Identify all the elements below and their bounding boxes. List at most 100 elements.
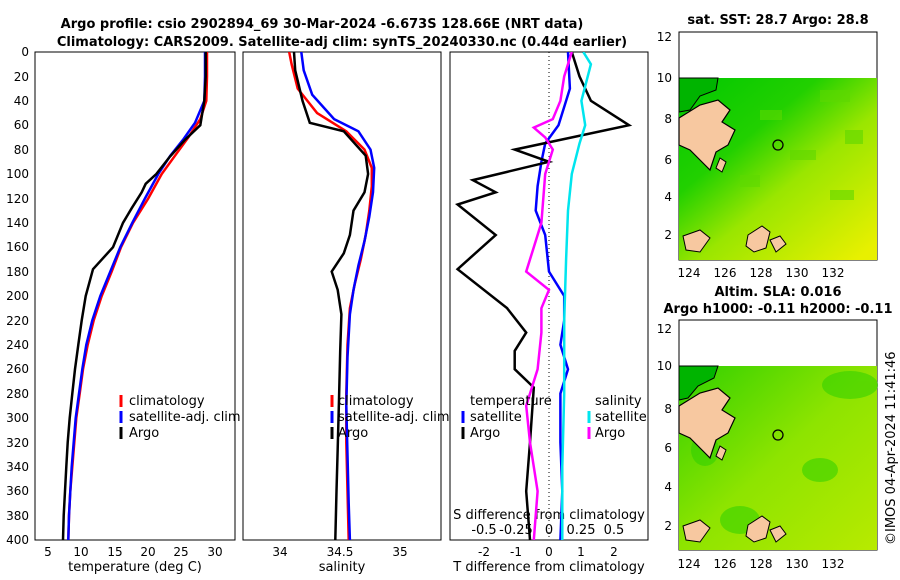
legend-s-satellite: satellite [595, 410, 647, 425]
d-xtick-0: 0 [545, 545, 553, 559]
ytick-320: 320 [6, 436, 29, 450]
t-xtick-5: 5 [44, 545, 52, 559]
ytick-340: 340 [6, 460, 29, 474]
ytick-240: 240 [6, 338, 29, 352]
ytick-60: 60 [14, 118, 29, 132]
sla-map-title: Altim. SLA: 0.016 [715, 285, 842, 300]
sst-land-island-3 [682, 229, 711, 253]
difference-xticks: -2 -1 0 1 2 [478, 545, 618, 559]
sst-xtick-126: 126 [714, 266, 737, 280]
ytick-260: 260 [6, 362, 29, 376]
salinity-legend: climatology satellite-adj. clim Argo [330, 394, 450, 441]
sst-ytick-6: 6 [664, 153, 672, 167]
figure-title-line1: Argo profile: csio 2902894_69 30-Mar-202… [61, 17, 584, 32]
sla-land-island-2 [745, 515, 771, 543]
ytick-40: 40 [14, 94, 29, 108]
temperature-satellite-line [67, 52, 207, 540]
sla-xtick-128: 128 [750, 557, 773, 571]
s-difference-ticks: -0.5 -0.25 0 0.25 0.5 [471, 523, 624, 538]
sst-land-island-1 [715, 157, 727, 173]
t-xtick-25: 25 [173, 545, 188, 559]
ytick-20: 20 [14, 70, 29, 84]
sdiff-tick-0-5: 0.5 [604, 523, 625, 538]
sla-xtick-124: 124 [678, 557, 701, 571]
sla-land-island-1 [715, 445, 727, 461]
d-xtick-m1: -1 [510, 545, 522, 559]
s-xtick-34-5: 34.5 [327, 545, 354, 559]
sla-ytick-6: 6 [664, 441, 672, 455]
sst-map-title: sat. SST: 28.7 Argo: 28.8 [687, 13, 868, 28]
legend-s-title: salinity [595, 394, 642, 409]
sst-ytick-2: 2 [664, 228, 672, 242]
ytick-80: 80 [14, 143, 29, 157]
t-xtick-15: 15 [107, 545, 122, 559]
sla-land-island-4 [769, 525, 787, 543]
sst-argo-location-marker [772, 139, 784, 151]
imos-timestamp: ©IMOS 04-Apr-2024 11:41:46 [884, 351, 899, 545]
sla-mask-region [678, 365, 719, 401]
s-xtick-34: 34 [272, 545, 287, 559]
figure-title-line2: Climatology: CARS2009. Satellite-adj cli… [57, 35, 627, 50]
sla-xtick-132: 132 [822, 557, 845, 571]
sla-land-island-3 [682, 519, 711, 543]
sla-ytick-2: 2 [664, 519, 672, 533]
t-xtick-10: 10 [73, 545, 88, 559]
legend-t-satellite: satellite [470, 410, 522, 425]
ytick-380: 380 [6, 509, 29, 523]
sla-ytick-8: 8 [664, 402, 672, 416]
salinity-climatology-line [287, 52, 374, 540]
sla-map: 12 10 8 6 4 2 124 126 128 130 132 [657, 319, 878, 571]
sst-map: 12 10 8 6 4 2 124 126 128 130 132 [657, 30, 878, 280]
sst-xtick-130: 130 [786, 266, 809, 280]
sdiff-tick-0: 0 [545, 523, 553, 538]
temperature-legend: climatology satellite-adj. clim Argo [119, 394, 241, 441]
salinity-satellite-line [300, 52, 376, 540]
ytick-300: 300 [6, 411, 29, 425]
s-legend-satellite: satellite-adj. clim [338, 410, 450, 425]
legend-satellite: satellite-adj. clim [129, 410, 241, 425]
sla-land-landmass [678, 387, 736, 460]
ytick-140: 140 [6, 216, 29, 230]
ytick-0: 0 [21, 45, 29, 59]
sla-xtick-126: 126 [714, 557, 737, 571]
legend-t-argo: Argo [470, 426, 500, 441]
sst-ytick-8: 8 [664, 112, 672, 126]
salinity-xlabel: salinity [319, 560, 366, 575]
ytick-100: 100 [6, 167, 29, 181]
t-diff-satellite-line [534, 52, 572, 540]
t-xtick-20: 20 [140, 545, 155, 559]
s-diff-satellite-line [561, 52, 593, 540]
s-xtick-35: 35 [392, 545, 407, 559]
sla-argo-location-marker [772, 429, 784, 441]
temperature-climatology-line [67, 52, 209, 540]
ytick-200: 200 [6, 289, 29, 303]
ytick-400: 400 [6, 533, 29, 547]
sla-ytick-4: 4 [664, 480, 672, 494]
t-diff-argo-line [455, 52, 633, 540]
sla-xtick-130: 130 [786, 557, 809, 571]
legend-t-title: temperature [470, 394, 552, 409]
sst-land-island-4 [769, 235, 787, 253]
s-difference-label: S difference from climatology [453, 508, 645, 523]
sst-mask-region [678, 77, 719, 113]
legend-climatology: climatology [129, 394, 205, 409]
temperature-xlabel: temperature (deg C) [68, 560, 202, 575]
ytick-160: 160 [6, 240, 29, 254]
difference-legend-temperature: temperature satellite Argo [461, 394, 552, 441]
sst-xtick-128: 128 [750, 266, 773, 280]
sdiff-tick-m0-5: -0.5 [471, 523, 496, 538]
sla-ytick-12: 12 [657, 322, 672, 336]
sst-land-landmass [678, 99, 736, 172]
legend-argo: Argo [129, 426, 159, 441]
depth-tick-labels: 0 20 40 60 80 100 120 140 160 180 200 22… [6, 45, 29, 547]
difference-legend-salinity: salinity satellite Argo [587, 394, 647, 441]
salinity-argo-line [292, 52, 370, 540]
sla-map-subtitle: Argo h1000: -0.11 h2000: -0.11 [663, 302, 892, 317]
s-legend-climatology: climatology [338, 394, 414, 409]
t-xtick-30: 30 [207, 545, 222, 559]
ytick-360: 360 [6, 484, 29, 498]
d-xtick-m2: -2 [478, 545, 490, 559]
salinity-xticks: 34 34.5 35 [272, 545, 407, 559]
ytick-120: 120 [6, 192, 29, 206]
d-xtick-1: 1 [577, 545, 585, 559]
